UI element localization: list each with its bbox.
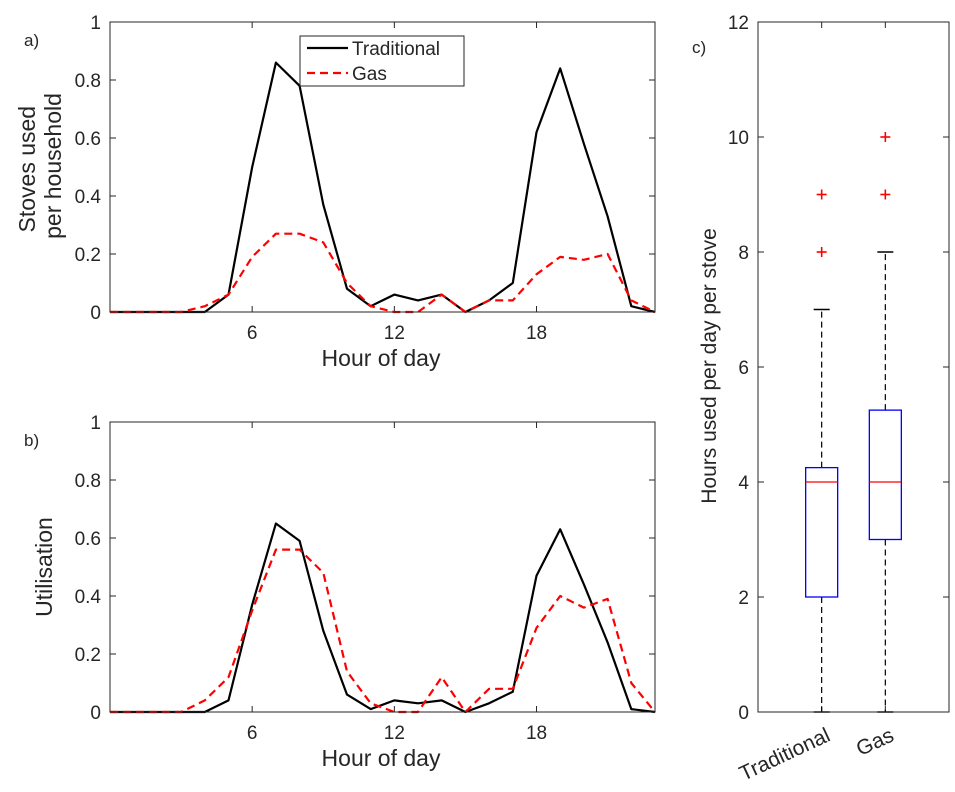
panel-b-ytick-label: 0.8 xyxy=(75,471,101,492)
panel-c-ytick-label: 0 xyxy=(738,703,749,724)
panel-b-label: b) xyxy=(24,431,39,450)
box-gas-iqr xyxy=(868,409,902,541)
panel-c-ytick-label: 12 xyxy=(728,13,749,34)
panel-a-xtick-label: 6 xyxy=(247,323,258,344)
panel-c-label: c) xyxy=(692,38,706,57)
legend-box xyxy=(299,35,465,87)
panel-a-series-traditional xyxy=(110,61,656,314)
panel-b-axes-box xyxy=(109,421,656,713)
legend-traditional-label: Traditional xyxy=(352,39,440,60)
panel-a-xtick-label: 18 xyxy=(526,323,547,344)
panel-c-ylabel: Hours used per day per stove xyxy=(698,228,721,503)
panel-c-ytick-label: 4 xyxy=(738,473,749,494)
panel-b-series-traditional xyxy=(110,522,656,714)
panel-a-axes-box xyxy=(109,21,656,313)
box-gas-outlier xyxy=(880,132,891,142)
panel-a-series-gas xyxy=(110,232,656,314)
panel-a-ylabel: Stoves used per household xyxy=(14,93,66,239)
panel-a-ytick-label: 0 xyxy=(90,303,101,324)
panel-c-category-label: Traditional xyxy=(736,724,834,786)
panel-b-line-chart: b) Utilisation Hour of day 0 0.2 0.4 0.6 0.8… xyxy=(24,413,656,771)
legend: Traditional Gas xyxy=(299,35,465,87)
box-traditional-outlier xyxy=(816,189,827,200)
panel-a-ylabel-line1: Stoves used xyxy=(14,106,40,233)
panel-c-ytick-label: 2 xyxy=(738,588,749,609)
panel-b-ytick-label: 0.6 xyxy=(75,529,101,550)
panel-c-box-plot: c) Hours used per day per stove 0 2 4 6 8 10 1… xyxy=(692,13,950,786)
panel-a-ytick-label: 0.8 xyxy=(75,71,101,92)
panel-a-ytick-label: 0.2 xyxy=(75,245,101,266)
panel-c-ytick-label: 6 xyxy=(738,358,749,379)
panel-a-xtick-label: 12 xyxy=(384,323,405,344)
panel-c-ytick-label: 8 xyxy=(738,243,749,264)
panel-a-ytick-label: 1 xyxy=(90,13,101,34)
panel-a-label: a) xyxy=(24,31,39,50)
panel-b-ytick-label: 0.4 xyxy=(75,587,102,608)
panel-a-xlabel: Hour of day xyxy=(322,345,441,371)
panel-b-xlabel: Hour of day xyxy=(322,745,441,771)
panel-a-ytick-label: 0.6 xyxy=(75,129,101,150)
panel-c-category-label: Gas xyxy=(853,724,898,761)
panel-b-ylabel: Utilisation xyxy=(31,517,57,617)
panel-b-xtick-label: 12 xyxy=(384,723,405,744)
panel-c-axes-box xyxy=(757,21,950,713)
legend-gas-label: Gas xyxy=(352,64,387,85)
panel-b-xtick-label: 6 xyxy=(247,723,258,744)
box-traditional-outlier xyxy=(816,247,827,257)
box-traditional-iqr xyxy=(805,466,839,598)
panel-a-ytick-label: 0.4 xyxy=(75,187,102,208)
panel-a-line-chart: a) Stoves used per household Hour of day… xyxy=(14,13,656,371)
panel-b-xtick-label: 18 xyxy=(526,723,547,744)
panel-b-ytick-label: 0.2 xyxy=(75,645,101,666)
box-gas-outlier xyxy=(880,189,891,200)
panel-b-ytick-label: 1 xyxy=(90,413,101,434)
panel-c-ytick-label: 10 xyxy=(728,128,749,149)
panel-b-ytick-label: 0 xyxy=(90,703,101,724)
panel-a-ylabel-line2: per household xyxy=(40,93,66,239)
panel-b-series-gas xyxy=(110,548,656,714)
